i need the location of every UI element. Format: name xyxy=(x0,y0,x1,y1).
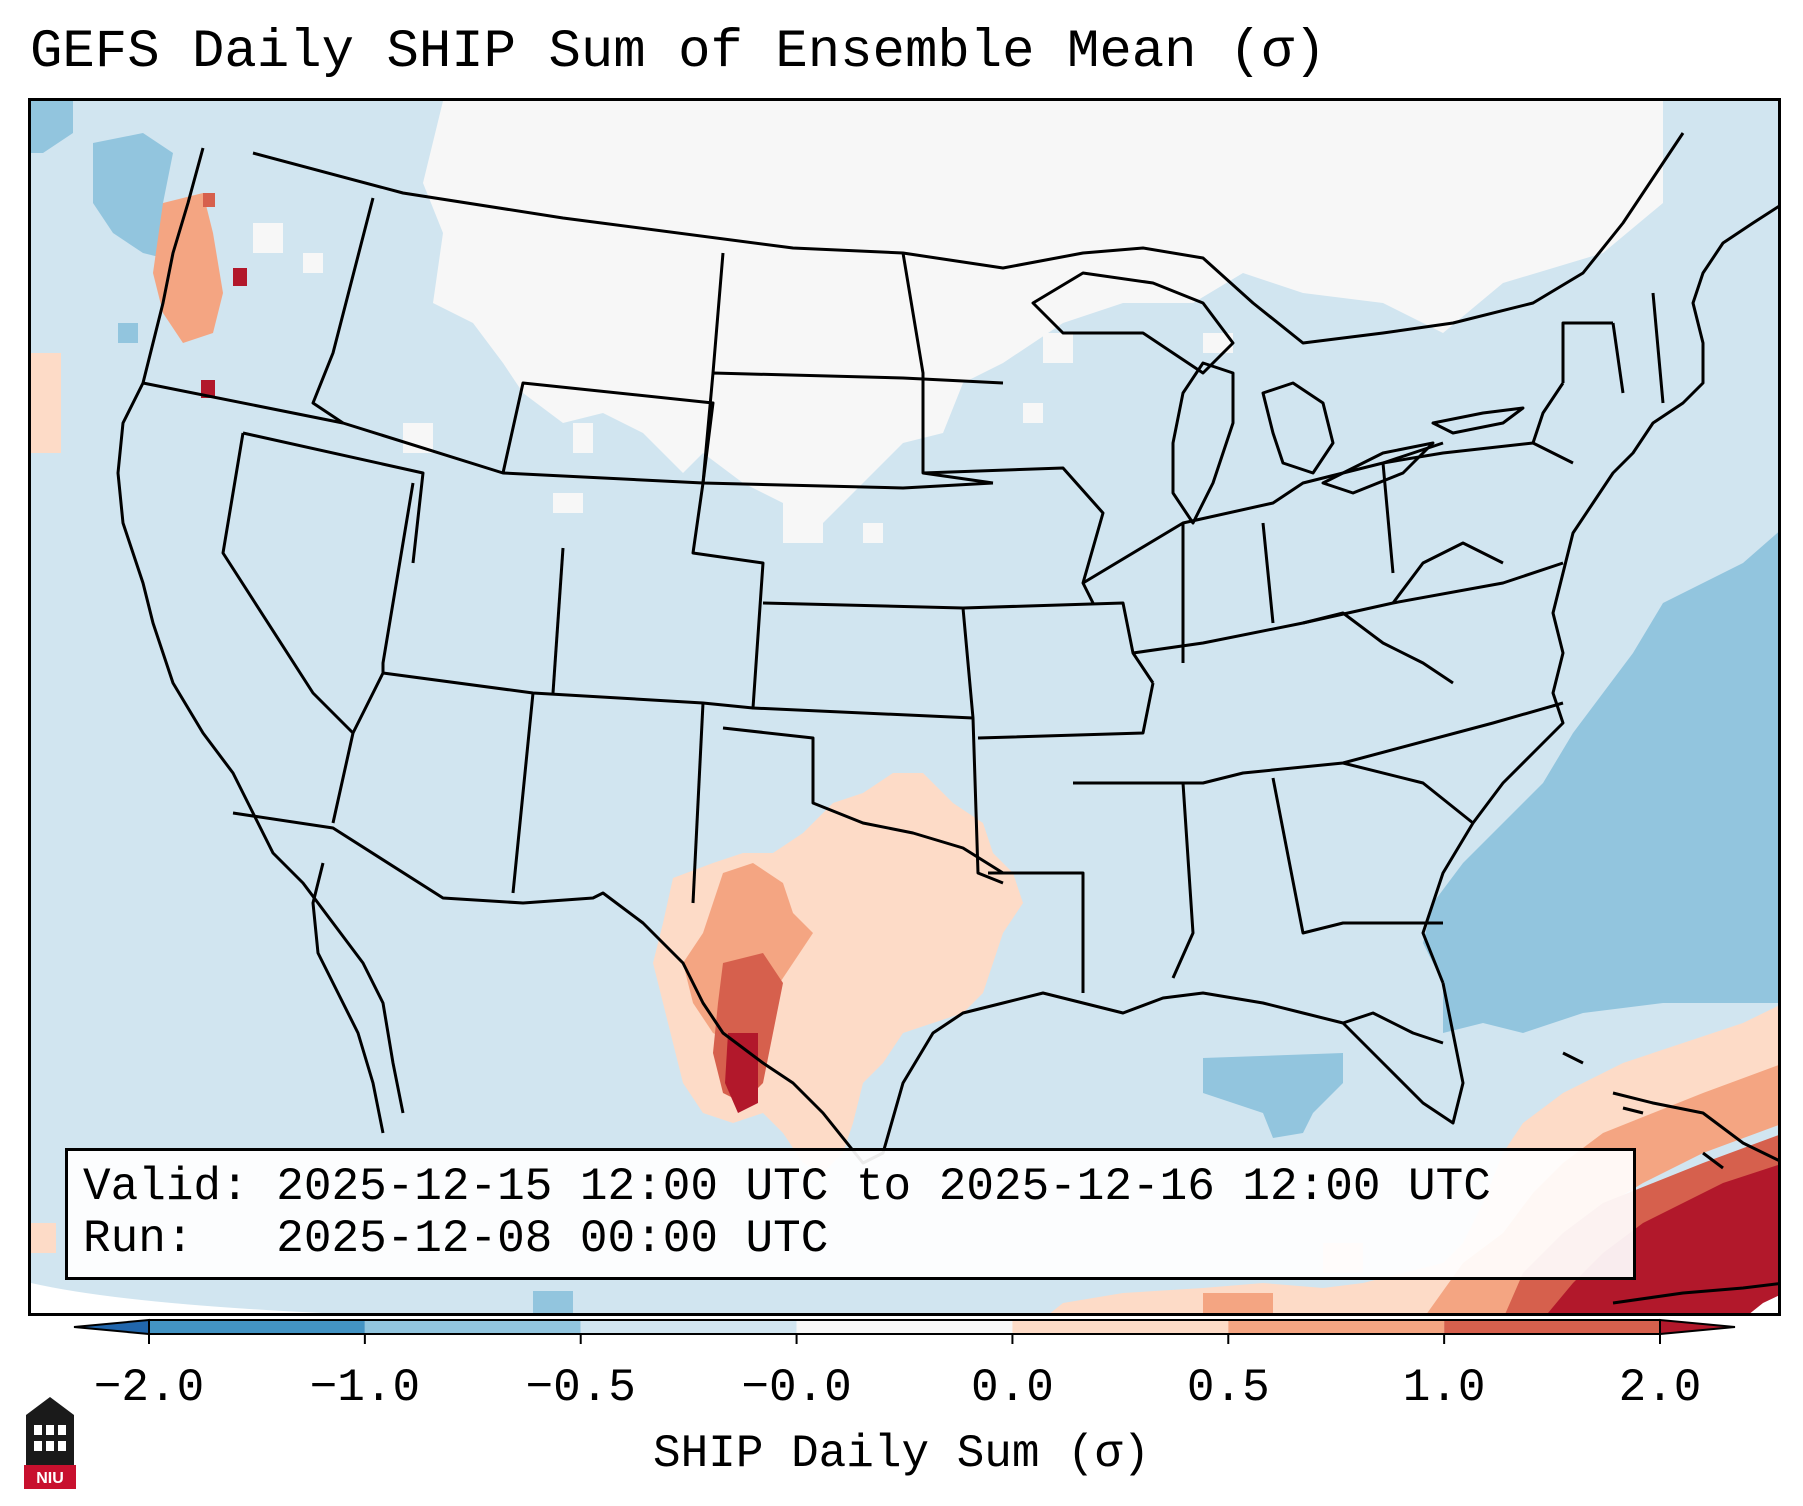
colorbar-tick-label: 0.5 xyxy=(1186,1362,1270,1414)
colorbar-tick-label: −1.0 xyxy=(309,1362,421,1414)
colorbar-bin xyxy=(1228,1320,1445,1334)
colorbar-tick-label: −0.5 xyxy=(525,1362,636,1414)
colorbar xyxy=(73,1318,1736,1344)
colorbar-tick-label: 1.0 xyxy=(1402,1362,1486,1414)
colorbar-bin xyxy=(364,1320,581,1334)
colorbar-tick-label: −0.0 xyxy=(741,1362,852,1414)
info-box: Valid: 2025-12-15 12:00 UTC to 2025-12-1… xyxy=(65,1148,1636,1280)
colorbar-tick-label: 0.0 xyxy=(971,1362,1054,1414)
colorbar-bin xyxy=(1012,1320,1229,1334)
valid-value: 2025-12-15 12:00 UTC to 2025-12-16 12:00… xyxy=(276,1161,1491,1213)
niu-logo: NIU xyxy=(24,1397,76,1489)
colorbar-outline xyxy=(148,1319,1661,1335)
colorbar-bin xyxy=(1444,1320,1660,1334)
valid-line: Valid: 2025-12-15 12:00 UTC to 2025-12-1… xyxy=(83,1161,1491,1213)
colorbar-bin xyxy=(149,1320,365,1334)
run-label: Run: xyxy=(83,1213,194,1265)
valid-label: Valid: xyxy=(83,1161,249,1213)
colorbar-bin xyxy=(796,1320,1013,1334)
chart-title: GEFS Daily SHIP Sum of Ensemble Mean (σ) xyxy=(30,22,1327,83)
colorbar-label: SHIP Daily Sum (σ) xyxy=(653,1428,1150,1480)
colorbar-extend-high xyxy=(1659,1318,1736,1336)
run-value: 2025-12-08 00:00 UTC xyxy=(276,1213,829,1265)
run-line: Run: 2025-12-08 00:00 UTC xyxy=(83,1213,828,1265)
map-svg xyxy=(31,101,1778,1313)
colorbar-extend-low xyxy=(73,1318,150,1336)
map-panel xyxy=(28,98,1781,1316)
colorbar-tick-label: 2.0 xyxy=(1618,1362,1702,1414)
colorbar-tick-label: −2.0 xyxy=(93,1362,205,1414)
projection-edge xyxy=(31,1283,323,1313)
colorbar-bin xyxy=(580,1320,797,1334)
niu-logo-text: NIU xyxy=(36,1470,64,1487)
state-boundaries xyxy=(116,132,1778,1305)
